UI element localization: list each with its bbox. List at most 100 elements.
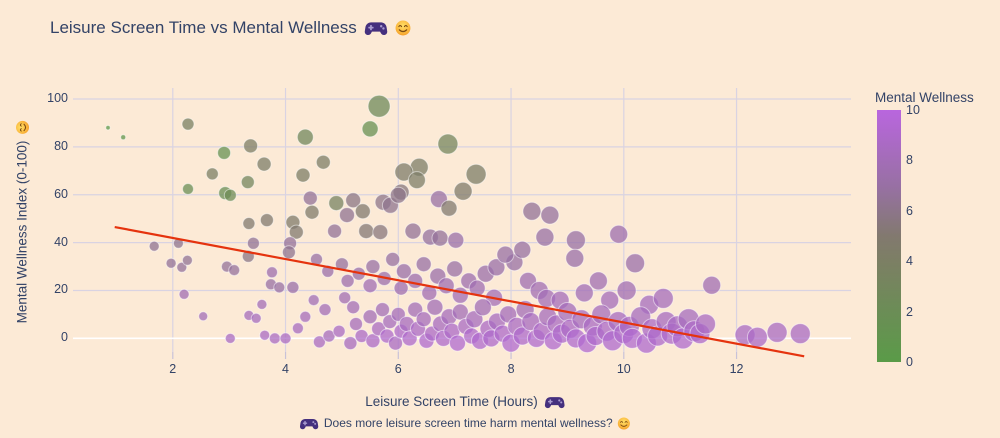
data-point[interactable] [302,190,318,206]
data-point[interactable] [198,311,209,322]
data-point[interactable] [312,335,326,349]
data-point[interactable] [540,205,560,225]
data-point[interactable] [449,334,466,352]
data-point[interactable] [393,280,409,296]
data-point[interactable] [288,224,304,240]
data-point[interactable] [181,117,195,131]
data-point[interactable] [345,192,362,209]
data-point[interactable] [105,125,111,131]
data-point[interactable] [394,162,414,182]
data-point[interactable] [349,317,363,331]
data-point[interactable] [165,257,177,269]
data-point[interactable] [513,240,532,259]
data-point[interactable] [565,230,586,251]
data-point[interactable] [361,120,379,138]
data-point[interactable] [473,298,492,317]
data-point[interactable] [256,298,268,310]
data-point[interactable] [256,156,272,172]
data-point[interactable] [453,181,473,201]
data-point[interactable] [148,240,160,252]
data-point[interactable] [496,245,515,264]
data-point[interactable] [343,336,358,351]
data-point[interactable] [338,291,352,305]
data-point[interactable] [354,203,371,220]
data-point[interactable] [178,288,190,300]
data-point[interactable] [447,231,465,249]
data-point[interactable] [228,264,241,277]
data-point[interactable] [120,134,127,141]
data-point[interactable] [266,266,278,279]
data-point[interactable] [375,302,390,318]
data-point[interactable] [205,167,219,181]
data-point[interactable] [273,281,286,294]
data-point[interactable] [465,163,487,185]
data-point[interactable] [365,259,381,275]
data-point[interactable] [250,312,262,324]
data-point[interactable] [246,236,260,250]
data-point[interactable] [746,326,768,348]
data-point[interactable] [625,253,646,274]
data-point[interactable] [367,94,391,118]
data-point[interactable] [332,324,346,338]
data-point[interactable] [307,294,320,307]
data-point[interactable] [588,271,608,291]
data-point[interactable] [304,204,320,220]
data-point[interactable] [385,251,401,267]
data-point[interactable] [365,333,381,349]
data-point[interactable] [286,280,300,294]
data-point[interactable] [339,207,355,224]
data-point[interactable] [224,332,236,344]
data-point[interactable] [268,332,281,345]
data-point[interactable] [362,309,378,325]
data-point[interactable] [404,222,422,240]
data-point[interactable] [574,283,594,303]
data-point[interactable] [565,248,585,268]
data-point[interactable] [652,287,674,309]
data-point[interactable] [407,272,424,289]
data-point[interactable] [223,188,237,202]
data-point[interactable] [702,275,722,295]
data-point[interactable] [340,273,355,288]
data-point[interactable] [279,332,292,345]
data-point[interactable] [243,138,259,154]
data-point[interactable] [358,223,375,240]
data-point[interactable] [522,201,542,221]
data-point[interactable] [328,195,345,212]
data-point[interactable] [259,329,271,341]
trend-line[interactable] [114,225,805,358]
data-point[interactable] [440,199,458,217]
data-point[interactable] [295,167,311,183]
data-point[interactable] [362,278,378,294]
data-point[interactable] [446,260,464,278]
data-point[interactable] [789,323,811,345]
data-point[interactable] [415,256,432,273]
data-point[interactable] [181,254,193,266]
data-point[interactable] [372,224,389,241]
data-point[interactable] [437,133,459,155]
data-point[interactable] [217,145,232,160]
data-point[interactable] [315,154,331,170]
data-point[interactable] [535,227,555,247]
data-point[interactable] [318,303,332,317]
data-point[interactable] [407,171,426,190]
data-point[interactable] [240,175,255,190]
data-point[interactable] [281,245,296,260]
data-point[interactable] [766,321,788,343]
data-point[interactable] [346,300,361,315]
data-point[interactable] [609,224,629,244]
data-point[interactable] [431,229,449,247]
data-point[interactable] [616,280,637,301]
data-point[interactable] [395,263,412,280]
data-point[interactable] [327,223,343,239]
data-point[interactable] [487,258,506,277]
data-point[interactable] [259,213,274,228]
data-point[interactable] [389,186,407,204]
data-point[interactable] [426,298,444,316]
data-point[interactable] [451,303,469,321]
data-point[interactable] [296,128,314,146]
data-point[interactable] [299,310,312,323]
data-point[interactable] [182,183,194,195]
data-point[interactable] [291,322,304,335]
data-point[interactable] [695,313,716,335]
data-point[interactable] [242,217,256,230]
